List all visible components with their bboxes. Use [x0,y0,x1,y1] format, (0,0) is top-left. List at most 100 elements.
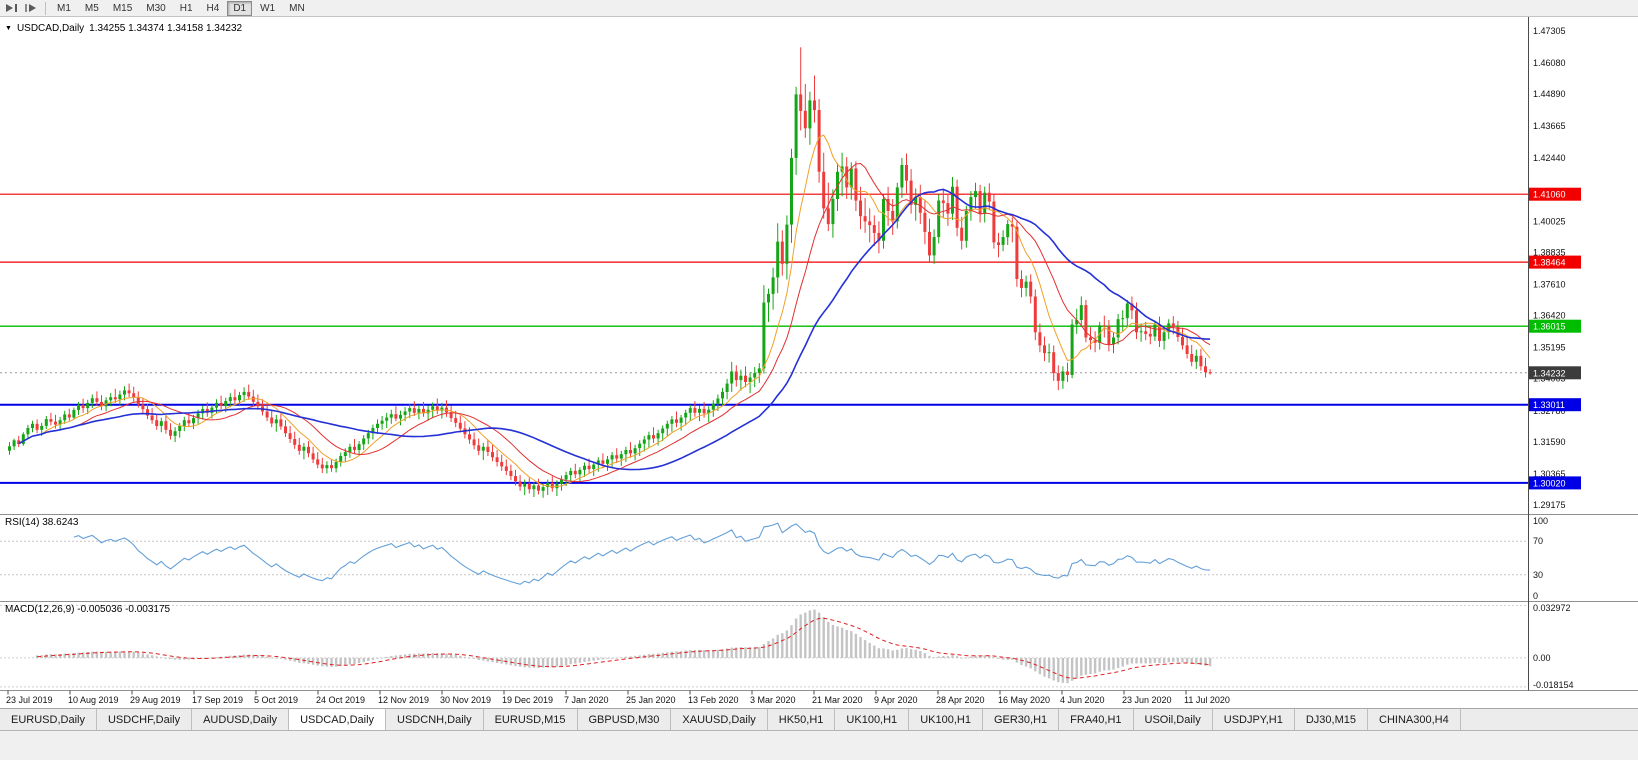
tab-eurusd-daily[interactable]: EURUSD,Daily [0,709,97,730]
svg-text:30 Nov 2019: 30 Nov 2019 [440,695,491,705]
svg-text:23 Jul 2019: 23 Jul 2019 [6,695,53,705]
chart-canvas[interactable]: 1.47305 1.46080 1.44890 1.43665 1.42440 1.400… [0,0,1638,708]
svg-text:1.30365: 1.30365 [1533,469,1566,479]
chart-ohlc-values: 1.34255 1.34374 1.34158 1.34232 [89,23,243,34]
svg-text:1.34232: 1.34232 [1533,368,1566,378]
rsi-line [73,522,1211,585]
svg-text:23 Jun 2020: 23 Jun 2020 [1122,695,1172,705]
chart-symbol-label: USDCAD,Daily [16,23,85,34]
tab-usdcnh-daily[interactable]: USDCNH,Daily [386,709,484,730]
tab-uk100-h1-2[interactable]: UK100,H1 [909,709,983,730]
timeframe-m1-button[interactable]: M1 [51,1,77,16]
toolbar-separator [45,1,46,15]
timeframe-m30-button[interactable]: M30 [140,1,171,16]
chart-title: ▼ USDCAD,Daily 1.34255 1.34374 1.34158 1… [5,23,242,34]
svg-text:70: 70 [1533,536,1543,546]
svg-text:7 Jan 2020: 7 Jan 2020 [564,695,609,705]
tab-fra40-h1[interactable]: FRA40,H1 [1059,709,1134,730]
axis-label-1.33011 [1529,398,1581,412]
ma-line-8 [18,134,1211,488]
tab-china300-h4[interactable]: CHINA300,H4 [1368,709,1461,730]
svg-text:28 Apr 2020: 28 Apr 2020 [936,695,985,705]
tab-hk50-h1[interactable]: HK50,H1 [767,709,836,730]
svg-text:0.00: 0.00 [1533,653,1551,663]
tab-usdcad-daily[interactable]: USDCAD,Daily [289,709,387,730]
status-bar [0,730,1638,760]
svg-text:1.42440: 1.42440 [1533,153,1566,163]
ma-line-34 [18,188,1211,471]
svg-text:29 Aug 2019: 29 Aug 2019 [130,695,181,705]
timeframe-mn-button[interactable]: MN [283,1,311,16]
svg-text:19 Dec 2019: 19 Dec 2019 [502,695,553,705]
svg-text:1.36420: 1.36420 [1533,311,1566,321]
tab-usdjpy-h1[interactable]: USDJPY,H1 [1212,709,1295,730]
tab-usoil-daily[interactable]: USOil,Daily [1133,709,1213,730]
price-axis: 1.47305 1.46080 1.44890 1.43665 1.42440 1.400… [1533,26,1574,690]
tab-gbpusd-m30[interactable]: GBPUSD,M30 [577,709,672,730]
svg-text:100: 100 [1533,516,1548,526]
svg-text:-0.018154: -0.018154 [1533,680,1574,690]
moving-averages-layer [18,134,1211,488]
chart-tab-bar: EURUSD,Daily USDCHF,Daily AUDUSD,Daily U… [0,708,1638,730]
timeframe-w1-button[interactable]: W1 [254,1,281,16]
svg-text:1.38464: 1.38464 [1533,258,1566,268]
svg-text:1.29175: 1.29175 [1533,500,1566,510]
svg-text:1.38835: 1.38835 [1533,247,1566,257]
timeframe-m15-button[interactable]: M15 [107,1,138,16]
tab-ger30-h1[interactable]: GER30,H1 [982,709,1060,730]
macd-signal-line [37,617,1211,679]
svg-text:1.40025: 1.40025 [1533,216,1566,226]
svg-text:24 Oct 2019: 24 Oct 2019 [316,695,365,705]
axis-label-1.38464 [1529,255,1581,269]
svg-text:12 Nov 2019: 12 Nov 2019 [378,695,429,705]
svg-text:0: 0 [1533,591,1538,601]
tab-dj30-m15[interactable]: DJ30,M15 [1294,709,1368,730]
svg-text:25 Jan 2020: 25 Jan 2020 [626,695,676,705]
svg-text:1.31590: 1.31590 [1533,437,1566,447]
svg-text:1.30020: 1.30020 [1533,478,1566,488]
macd-indicator-label: MACD(12,26,9) -0.005036 -0.003175 [5,604,171,615]
svg-text:1.41060: 1.41060 [1533,190,1566,200]
svg-text:5 Oct 2019: 5 Oct 2019 [254,695,298,705]
timeframe-m5-button[interactable]: M5 [79,1,105,16]
svg-text:1.46080: 1.46080 [1533,58,1566,68]
ma-line-16 [18,162,1211,483]
svg-text:1.44890: 1.44890 [1533,89,1566,99]
auto-scroll-icon[interactable] [3,1,21,16]
svg-text:9 Apr 2020: 9 Apr 2020 [874,695,918,705]
svg-text:3 Mar 2020: 3 Mar 2020 [750,695,796,705]
svg-text:1.47305: 1.47305 [1533,26,1566,36]
axis-label-1.41060 [1529,187,1581,201]
axis-label-1.30020 [1529,476,1581,490]
candles-layer [8,47,1212,498]
timeframe-h1-button[interactable]: H1 [174,1,199,16]
svg-text:17 Sep 2019: 17 Sep 2019 [192,695,243,705]
tab-eurusd-m15[interactable]: EURUSD,M15 [483,709,578,730]
macd-histogram [35,609,1212,684]
timeframe-d1-button[interactable]: D1 [227,0,253,16]
rsi-indicator-label: RSI(14) 38.6243 [5,517,79,528]
svg-text:4 Jun 2020: 4 Jun 2020 [1060,695,1105,705]
axis-label-1.36015 [1529,319,1581,333]
svg-text:21 Mar 2020: 21 Mar 2020 [812,695,863,705]
svg-text:1.37610: 1.37610 [1533,280,1566,290]
tab-audusd-daily[interactable]: AUDUSD,Daily [192,709,290,730]
svg-text:13 Feb 2020: 13 Feb 2020 [688,695,739,705]
svg-text:30: 30 [1533,570,1543,580]
svg-text:11 Jul 2020: 11 Jul 2020 [1184,695,1230,705]
chart-dropdown-icon[interactable]: ▼ [5,25,12,32]
svg-text:1.43665: 1.43665 [1533,121,1566,131]
svg-text:1.36015: 1.36015 [1533,322,1566,332]
svg-text:16 May 2020: 16 May 2020 [998,695,1050,705]
chart-shift-icon[interactable] [22,1,40,16]
date-axis: 23 Jul 2019 10 Aug 2019 29 Aug 2019 17 Sep … [6,690,1230,705]
tab-uk100-h1[interactable]: UK100,H1 [835,709,910,730]
svg-text:1.35195: 1.35195 [1533,343,1566,353]
tab-usdchf-daily[interactable]: USDCHF,Daily [96,709,193,730]
axis-label-current-price [1529,366,1581,380]
tab-xauusd-daily[interactable]: XAUUSD,Daily [671,709,768,730]
svg-text:0.032972: 0.032972 [1533,603,1571,613]
timeframe-toolbar: M1 M5 M15 M30 H1 H4 D1 W1 MN [0,0,1638,17]
svg-text:1.33011: 1.33011 [1533,400,1565,410]
timeframe-h4-button[interactable]: H4 [201,1,226,16]
